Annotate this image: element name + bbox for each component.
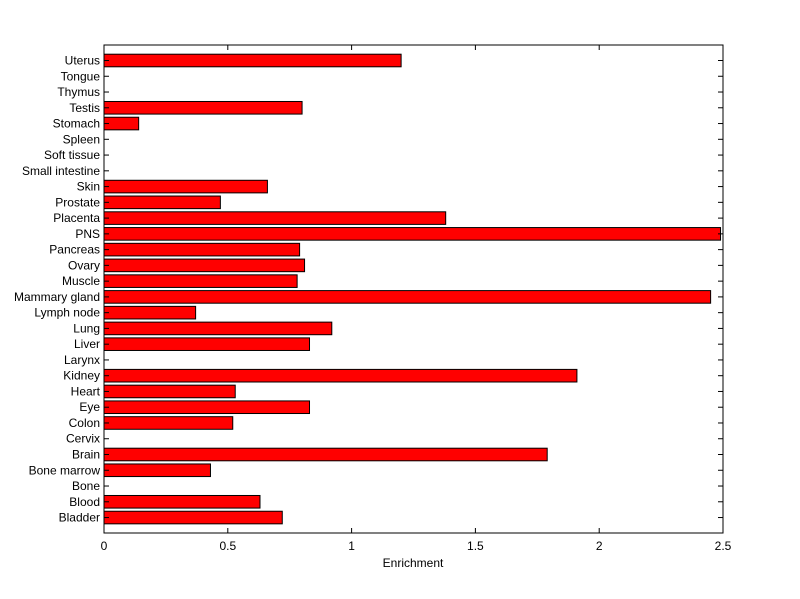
bar-eye <box>103 400 311 415</box>
bar-heart <box>103 384 236 399</box>
y-tick-label-soft-tissue: Soft tissue <box>44 148 100 162</box>
bar-prostate <box>103 195 221 210</box>
y-tick-label-lymph-node: Lymph node <box>34 306 100 320</box>
bar-skin <box>103 179 268 194</box>
y-tick-label-small-intestine: Small intestine <box>22 164 100 178</box>
bar-kidney <box>103 368 578 383</box>
y-tick-label-thymus: Thymus <box>57 85 100 99</box>
plot-frame <box>103 44 724 534</box>
bar-bone-marrow <box>103 463 211 478</box>
y-tick-label-pns: PNS <box>75 227 100 241</box>
y-tick-label-liver: Liver <box>74 337 100 351</box>
y-tick-label-larynx: Larynx <box>64 353 100 367</box>
bar-testis <box>103 100 303 115</box>
bar-brain <box>103 447 548 462</box>
bar-liver <box>103 337 311 351</box>
y-tick-label-mammary-gland: Mammary gland <box>14 290 100 304</box>
y-tick-label-lung: Lung <box>73 321 100 335</box>
y-tick-label-stomach: Stomach <box>53 117 100 131</box>
y-tick-label-placenta: Placenta <box>53 211 100 225</box>
y-tick-label-testis: Testis <box>69 101 100 115</box>
bar-mammary-gland <box>103 290 712 304</box>
y-tick-label-muscle: Muscle <box>62 274 100 288</box>
x-tick-label-2: 1 <box>348 539 355 553</box>
bars-layer <box>103 53 722 525</box>
y-tick-label-bone-marrow: Bone marrow <box>29 463 101 477</box>
x-tick-label-3: 1.5 <box>467 539 484 553</box>
y-tick-label-cervix: Cervix <box>66 432 100 446</box>
y-tick-label-bone: Bone <box>72 479 100 493</box>
x-tick-label-4: 2 <box>596 539 603 553</box>
y-tick-label-blood: Blood <box>69 495 100 509</box>
bar-placenta <box>103 211 447 225</box>
y-tick-label-spleen: Spleen <box>63 132 100 146</box>
x-axis-title: Enrichment <box>383 556 444 570</box>
y-tick-label-kidney: Kidney <box>63 369 100 383</box>
y-tick-label-ovary: Ovary <box>68 258 100 272</box>
y-tick-label-tongue: Tongue <box>61 69 101 83</box>
x-tick-label-0: 0 <box>101 539 108 553</box>
y-tick-label-skin: Skin <box>77 180 100 194</box>
y-tick-label-eye: Eye <box>79 400 100 414</box>
y-tick-label-colon: Colon <box>69 416 100 430</box>
y-tick-label-heart: Heart <box>71 384 101 398</box>
bar-bladder <box>103 510 283 525</box>
bar-lung <box>103 321 333 336</box>
bar-colon <box>103 416 234 430</box>
y-tick-label-pancreas: Pancreas <box>49 243 100 257</box>
bar-muscle <box>103 274 298 288</box>
bar-uterus <box>103 53 402 68</box>
y-tick-label-uterus: Uterus <box>65 54 100 68</box>
bar-ovary <box>103 258 306 273</box>
bar-pancreas <box>103 242 301 257</box>
y-tick-label-bladder: Bladder <box>59 511 100 525</box>
bar-stomach <box>103 116 140 131</box>
bar-pns <box>103 227 722 241</box>
x-tick-label-5: 2.5 <box>715 539 732 553</box>
bar-blood <box>103 494 261 509</box>
x-tick-label-1: 0.5 <box>219 539 236 553</box>
y-tick-label-brain: Brain <box>72 448 100 462</box>
bar-lymph-node <box>103 305 197 320</box>
y-tick-label-prostate: Prostate <box>55 195 100 209</box>
